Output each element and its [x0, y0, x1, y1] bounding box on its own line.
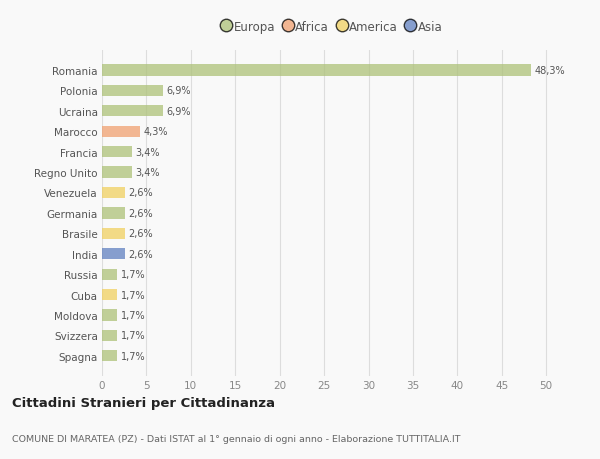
Bar — [102, 330, 117, 341]
Text: 48,3%: 48,3% — [535, 66, 565, 76]
Text: 2,6%: 2,6% — [128, 208, 153, 218]
Text: Cittadini Stranieri per Cittadinanza: Cittadini Stranieri per Cittadinanza — [12, 396, 275, 409]
Text: 1,7%: 1,7% — [121, 269, 145, 280]
Text: 1,7%: 1,7% — [121, 290, 145, 300]
Bar — [102, 147, 132, 158]
Bar — [102, 126, 140, 138]
Text: 6,9%: 6,9% — [167, 86, 191, 96]
Bar — [102, 228, 125, 240]
Text: 6,9%: 6,9% — [167, 106, 191, 117]
Text: 1,7%: 1,7% — [121, 351, 145, 361]
Text: COMUNE DI MARATEA (PZ) - Dati ISTAT al 1° gennaio di ogni anno - Elaborazione TU: COMUNE DI MARATEA (PZ) - Dati ISTAT al 1… — [12, 434, 461, 442]
Legend: Europa, Africa, America, Asia: Europa, Africa, America, Asia — [220, 17, 446, 37]
Bar — [102, 350, 117, 362]
Text: 2,6%: 2,6% — [128, 188, 153, 198]
Bar — [102, 310, 117, 321]
Text: 1,7%: 1,7% — [121, 310, 145, 320]
Text: 1,7%: 1,7% — [121, 330, 145, 341]
Bar — [102, 269, 117, 280]
Bar — [102, 106, 163, 117]
Bar — [102, 249, 125, 260]
Bar — [102, 65, 531, 77]
Text: 3,4%: 3,4% — [136, 168, 160, 178]
Bar — [102, 187, 125, 199]
Text: 3,4%: 3,4% — [136, 147, 160, 157]
Bar — [102, 86, 163, 97]
Text: 2,6%: 2,6% — [128, 249, 153, 259]
Text: 2,6%: 2,6% — [128, 229, 153, 239]
Bar — [102, 167, 132, 178]
Text: 4,3%: 4,3% — [144, 127, 168, 137]
Bar — [102, 208, 125, 219]
Bar — [102, 289, 117, 301]
